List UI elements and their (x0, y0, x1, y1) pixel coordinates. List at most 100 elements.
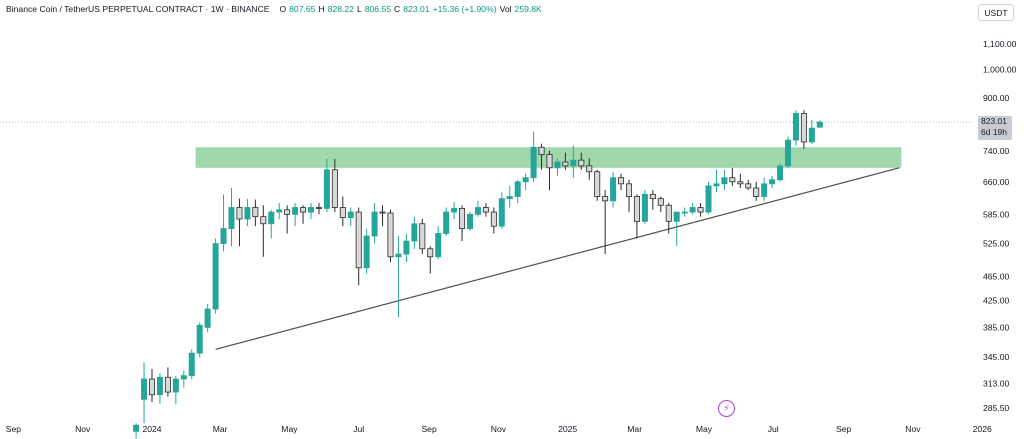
time-tick-label: 2026 (973, 424, 992, 434)
price-tick-label: 465.00 (983, 271, 1010, 281)
lightning-icon[interactable]: ⚡ (718, 400, 735, 417)
price-tick-label: 1,100.00 (983, 39, 1017, 49)
price-tick-label: 1,000.00 (983, 65, 1017, 75)
candle-body (339, 207, 346, 219)
candle-body (522, 177, 529, 183)
price-axis[interactable]: 1,100.00 1,000.00 900.00 740.00 660.00 585.00… (983, 39, 1017, 413)
close-label: C (394, 4, 401, 14)
candle-body (355, 211, 362, 269)
candle-body (244, 207, 251, 220)
high-value: 828.22 (327, 4, 354, 14)
candle (681, 207, 688, 217)
time-axis[interactable]: Sep Nov 2024 Mar May Jul Sep Nov 2025 Mar May Jul Se… (6, 424, 1024, 434)
candle-body (633, 196, 640, 222)
price-tick-label: 313.00 (983, 378, 1010, 388)
candle-body (284, 209, 291, 215)
candle (697, 203, 704, 217)
price-tick-label: 585.00 (983, 209, 1010, 219)
candle-body (172, 378, 179, 393)
candle-body (315, 207, 322, 209)
candle (395, 235, 402, 318)
candle (506, 185, 513, 208)
candle-body (188, 352, 195, 377)
candle-body (268, 211, 275, 225)
candle (530, 131, 537, 182)
candle (188, 349, 195, 380)
time-tick-label: Sep (421, 424, 437, 434)
candle-body (148, 378, 155, 396)
candles-layer (133, 110, 823, 439)
candle (633, 194, 640, 239)
bar-countdown: 6d 19h (981, 127, 1007, 137)
volume-value: 259.8K (514, 4, 542, 14)
candle (618, 173, 625, 191)
candle (204, 303, 211, 333)
candle (252, 199, 259, 227)
candle-body (681, 211, 688, 214)
time-tick-label: Jul (353, 424, 364, 434)
low-label: L (356, 4, 362, 14)
candle (427, 246, 434, 274)
candle (180, 370, 187, 388)
candle (769, 175, 776, 188)
candle (141, 362, 148, 424)
change-value: +15.36 (+1.90%) (432, 4, 497, 14)
candle (403, 233, 410, 263)
candle-body (196, 324, 203, 354)
candle (610, 171, 617, 208)
candle (800, 110, 807, 150)
candle-body (443, 211, 450, 234)
candle-body (220, 228, 227, 244)
candle (689, 203, 696, 215)
candle-body (133, 424, 140, 432)
candle-body (347, 211, 354, 219)
candle-body (292, 207, 299, 215)
candle (626, 179, 633, 213)
candle-body (800, 113, 807, 143)
candle (435, 226, 442, 260)
candle (196, 322, 203, 357)
candle-body (538, 146, 545, 155)
candle (268, 209, 275, 239)
candle-body (435, 233, 442, 258)
currency-button[interactable]: USDT (978, 4, 1014, 21)
candle-body (252, 207, 259, 218)
candle-body (761, 183, 768, 197)
candle-body (156, 376, 163, 396)
candle-body (808, 127, 815, 143)
candle-body (403, 240, 410, 255)
symbol-name[interactable]: Binance Coin / TetherUS PERPETUAL CONTRA… (6, 4, 270, 14)
candle-body (721, 177, 728, 185)
high-label: H (318, 4, 325, 14)
candle-body (602, 196, 609, 202)
candle (220, 194, 227, 252)
candle (745, 179, 752, 191)
candle-body (578, 159, 585, 167)
candle (379, 205, 386, 227)
candle (777, 163, 784, 182)
candle-body (594, 171, 601, 197)
candle-body (689, 207, 696, 213)
candle (737, 173, 744, 188)
candle (300, 205, 307, 224)
candle (292, 203, 299, 227)
candle (307, 203, 314, 220)
candle (514, 179, 521, 204)
candle-body (506, 196, 513, 200)
candle (753, 181, 760, 201)
candle (387, 209, 394, 263)
candle (522, 173, 529, 191)
candle (443, 207, 450, 236)
candle-body (673, 211, 680, 222)
candle-body (514, 181, 521, 197)
candle (761, 177, 768, 201)
candle (562, 152, 569, 170)
candle-body (816, 121, 823, 128)
candle-body (705, 185, 712, 213)
symbol-header: Binance Coin / TetherUS PERPETUAL CONTRA… (6, 4, 542, 14)
candle (498, 192, 505, 229)
candle (212, 238, 219, 314)
candle (594, 169, 601, 201)
close-value: 823.01 (403, 4, 430, 14)
